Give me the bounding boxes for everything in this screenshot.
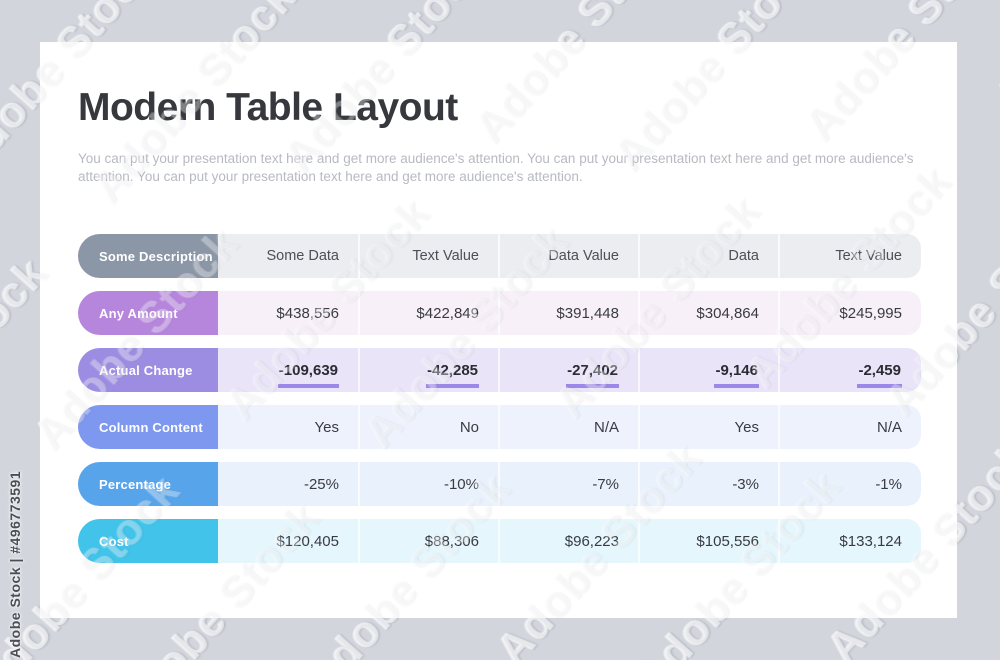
row-cell: $88,306 — [358, 519, 498, 563]
header-cell: Text Value — [778, 234, 921, 278]
row-cell: -10% — [358, 462, 498, 506]
cell-value: $245,995 — [839, 304, 902, 322]
data-table: Some Description Some Data Text Value Data… — [78, 234, 921, 576]
cell-value: $438,556 — [276, 304, 339, 322]
cell-value: -10% — [443, 475, 479, 493]
row-cell: $133,124 — [778, 519, 921, 563]
row-cell: N/A — [778, 405, 921, 449]
page-title: Modern Table Layout — [78, 86, 458, 129]
row-cell: Yes — [218, 405, 358, 449]
cell-value: -25% — [303, 475, 339, 493]
table-row: Cost $120,405 $88,306 $96,223 $105,556 $133,… — [78, 519, 921, 563]
row-cell: N/A — [498, 405, 638, 449]
cell-value: $88,306 — [424, 532, 479, 550]
cell-value: $422,849 — [416, 304, 479, 322]
table-row: Any Amount $438,556 $422,849 $391,448 $304,… — [78, 291, 921, 335]
cell-value: Yes — [734, 418, 759, 436]
header-label-pill: Some Description — [78, 234, 218, 278]
row-band: Yes No N/A Yes N/A — [218, 405, 921, 449]
cell-value: $304,864 — [696, 304, 759, 322]
row-label-pill: Cost — [78, 519, 218, 563]
row-cell: $438,556 — [218, 291, 358, 335]
cell-value: -109,639 — [277, 362, 339, 388]
row-label-pill: Column Content — [78, 405, 218, 449]
table-row: Column Content Yes No N/A Yes N/A — [78, 405, 921, 449]
row-label-pill: Percentage — [78, 462, 218, 506]
row-cell: No — [358, 405, 498, 449]
row-label: Cost — [99, 533, 129, 549]
cell-value: $96,223 — [564, 532, 619, 550]
row-cell: $422,849 — [358, 291, 498, 335]
cell-value: -42,285 — [426, 362, 479, 388]
cell-value: -27,402 — [566, 362, 619, 388]
cell-value: $120,405 — [276, 532, 339, 550]
row-cell: $120,405 — [218, 519, 358, 563]
row-band: $120,405 $88,306 $96,223 $105,556 $133,124 — [218, 519, 921, 563]
row-cell: -42,285 — [358, 348, 498, 392]
row-cell: $105,556 — [638, 519, 778, 563]
header-cell: Data — [638, 234, 778, 278]
cell-value: -2,459 — [857, 362, 902, 388]
cell-value: Yes — [314, 418, 339, 436]
header-cell-label: Text Value — [412, 248, 479, 264]
table-row: Actual Change -109,639 -42,285 -27,402 -9,1… — [78, 348, 921, 392]
header-cell: Text Value — [358, 234, 498, 278]
cell-value: -9,146 — [714, 362, 759, 388]
cell-value: $391,448 — [556, 304, 619, 322]
row-band: -25% -10% -7% -3% -1% — [218, 462, 921, 506]
row-cell: -2,459 — [778, 348, 921, 392]
row-cell: -27,402 — [498, 348, 638, 392]
cell-value: -3% — [732, 475, 759, 493]
row-label: Actual Change — [99, 362, 193, 378]
cell-value: -7% — [592, 475, 619, 493]
row-cell: -25% — [218, 462, 358, 506]
row-cell: $304,864 — [638, 291, 778, 335]
row-cell: -109,639 — [218, 348, 358, 392]
slide-card: Modern Table Layout You can put your pre… — [40, 42, 957, 618]
row-label: Column Content — [99, 419, 203, 435]
row-cell: -1% — [778, 462, 921, 506]
row-band: $438,556 $422,849 $391,448 $304,864 $245,995 — [218, 291, 921, 335]
page-subtitle: You can put your presentation text here … — [78, 151, 914, 184]
row-cell: -7% — [498, 462, 638, 506]
cell-value: N/A — [876, 418, 902, 436]
header-label: Some Description — [99, 248, 213, 264]
row-cell: Yes — [638, 405, 778, 449]
row-cell: $391,448 — [498, 291, 638, 335]
row-band: -109,639 -42,285 -27,402 -9,146 -2,459 — [218, 348, 921, 392]
cell-value: -1% — [875, 475, 902, 493]
cell-value: $105,556 — [696, 532, 759, 550]
row-cell: $96,223 — [498, 519, 638, 563]
header-cell-label: Text Value — [835, 248, 902, 264]
stock-credit: Adobe Stock | #496773591 — [7, 470, 23, 658]
table-header-row: Some Description Some Data Text Value Data… — [78, 234, 921, 278]
cell-value: $133,124 — [839, 532, 902, 550]
cell-value: N/A — [593, 418, 619, 436]
table-body: Any Amount $438,556 $422,849 $391,448 $304,… — [78, 291, 921, 563]
cell-value: No — [459, 418, 479, 436]
header-cell-label: Data — [728, 248, 759, 264]
row-label-pill: Any Amount — [78, 291, 218, 335]
header-cell: Data Value — [498, 234, 638, 278]
header-cell-label: Data Value — [548, 248, 619, 264]
header-cell-label: Some Data — [266, 248, 339, 264]
header-cell: Some Data — [218, 234, 358, 278]
row-cell: $245,995 — [778, 291, 921, 335]
header-band: Some Data Text Value Data Value Data Text Va… — [218, 234, 921, 278]
row-label: Any Amount — [99, 305, 178, 321]
row-label: Percentage — [99, 476, 172, 492]
row-cell: -3% — [638, 462, 778, 506]
row-label-pill: Actual Change — [78, 348, 218, 392]
table-row: Percentage -25% -10% -7% -3% -1% — [78, 462, 921, 506]
row-cell: -9,146 — [638, 348, 778, 392]
